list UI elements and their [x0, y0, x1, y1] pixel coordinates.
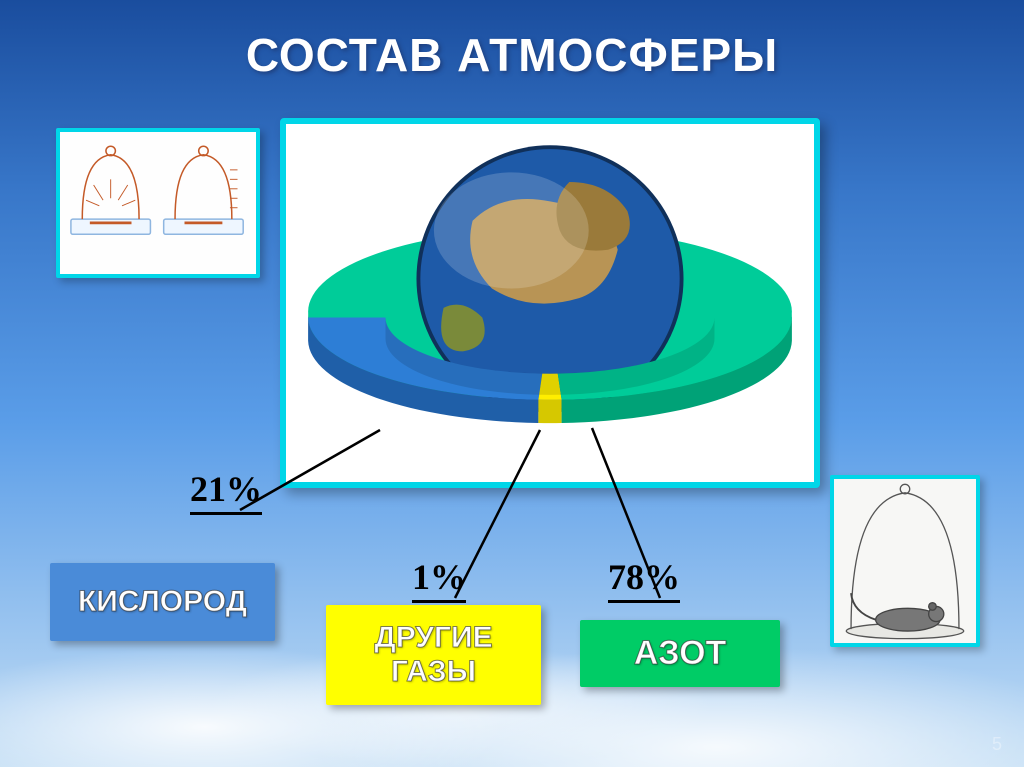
nitrogen-label: АЗОТ [634, 634, 727, 673]
other-gases-box: ДРУГИЕ ГАЗЫ [326, 605, 541, 705]
other-gases-label: ДРУГИЕ ГАЗЫ [374, 621, 492, 690]
oxygen-box: КИСЛОРОД [50, 563, 275, 641]
bell-jar-svg [60, 132, 256, 274]
oxygen-percent: 21% [190, 468, 262, 515]
donut-chart [286, 124, 814, 482]
page-number: 5 [992, 734, 1002, 755]
nitrogen-box: АЗОТ [580, 620, 780, 687]
oxygen-label: КИСЛОРОД [78, 585, 247, 619]
nitrogen-percent: 78% [608, 556, 680, 603]
left-illustration [56, 128, 260, 278]
main-chart-panel [280, 118, 820, 488]
right-illustration [830, 475, 980, 647]
mouse-jar-svg [834, 479, 976, 643]
other-percent: 1% [412, 556, 466, 603]
page-title: СОСТАВ АТМОСФЕРЫ [0, 28, 1024, 82]
